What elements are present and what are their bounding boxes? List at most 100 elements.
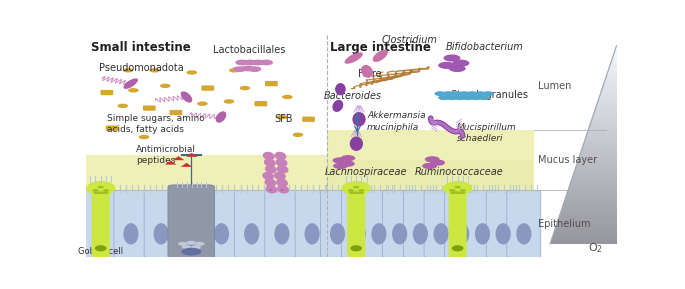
Bar — [327, 130, 534, 190]
Circle shape — [348, 189, 354, 192]
Ellipse shape — [413, 223, 428, 244]
Circle shape — [247, 66, 262, 72]
FancyBboxPatch shape — [265, 190, 299, 257]
Ellipse shape — [277, 185, 289, 194]
Polygon shape — [581, 149, 616, 153]
Ellipse shape — [262, 172, 274, 180]
Bar — [327, 160, 534, 190]
Ellipse shape — [86, 181, 115, 195]
Ellipse shape — [277, 165, 288, 173]
Text: Mucispirillum
schaedleri: Mucispirillum schaedleri — [457, 123, 517, 143]
Ellipse shape — [332, 100, 343, 112]
Circle shape — [454, 95, 466, 100]
Circle shape — [103, 189, 109, 192]
Polygon shape — [602, 86, 616, 89]
Text: Akkermansia
muciniphila: Akkermansia muciniphila — [367, 112, 425, 131]
FancyBboxPatch shape — [169, 110, 182, 115]
Circle shape — [251, 60, 265, 65]
Ellipse shape — [274, 223, 290, 244]
Circle shape — [128, 88, 138, 92]
FancyBboxPatch shape — [174, 190, 208, 257]
Ellipse shape — [345, 52, 363, 64]
Polygon shape — [554, 228, 616, 232]
Polygon shape — [614, 50, 616, 54]
Circle shape — [123, 68, 134, 73]
Polygon shape — [598, 97, 616, 101]
Circle shape — [438, 62, 455, 69]
Circle shape — [197, 101, 208, 106]
Polygon shape — [605, 77, 616, 81]
Circle shape — [449, 189, 456, 192]
Circle shape — [454, 191, 461, 194]
Ellipse shape — [274, 172, 286, 180]
Circle shape — [358, 191, 364, 194]
Polygon shape — [570, 181, 616, 184]
Circle shape — [240, 66, 254, 71]
Circle shape — [340, 155, 356, 161]
FancyBboxPatch shape — [105, 125, 119, 131]
Circle shape — [186, 70, 197, 75]
Circle shape — [333, 163, 348, 169]
FancyBboxPatch shape — [265, 81, 278, 86]
Ellipse shape — [263, 152, 275, 160]
Circle shape — [92, 189, 99, 192]
Polygon shape — [553, 232, 616, 236]
Polygon shape — [564, 196, 616, 200]
Text: Bacteroides: Bacteroides — [323, 91, 382, 101]
Polygon shape — [610, 62, 616, 66]
Circle shape — [223, 99, 234, 104]
Circle shape — [138, 135, 149, 139]
Text: O$_2$: O$_2$ — [588, 241, 603, 255]
Ellipse shape — [350, 245, 362, 251]
FancyBboxPatch shape — [201, 86, 214, 91]
Ellipse shape — [475, 223, 490, 244]
Circle shape — [462, 95, 474, 100]
FancyBboxPatch shape — [114, 190, 148, 257]
FancyBboxPatch shape — [101, 90, 113, 95]
Polygon shape — [569, 184, 616, 188]
Circle shape — [353, 191, 360, 194]
Ellipse shape — [264, 179, 276, 187]
Circle shape — [149, 68, 160, 73]
Circle shape — [453, 60, 469, 67]
Circle shape — [449, 65, 466, 72]
FancyBboxPatch shape — [144, 190, 178, 257]
Polygon shape — [594, 109, 616, 113]
Circle shape — [434, 91, 446, 96]
Polygon shape — [585, 137, 616, 141]
Circle shape — [482, 91, 494, 96]
Ellipse shape — [93, 223, 108, 244]
Circle shape — [182, 245, 191, 249]
Circle shape — [277, 115, 287, 119]
Polygon shape — [586, 133, 616, 137]
Polygon shape — [563, 200, 616, 204]
Circle shape — [450, 91, 462, 96]
Circle shape — [460, 189, 466, 192]
Text: Simple sugars, amino
acids, fatty acids: Simple sugars, amino acids, fatty acids — [107, 114, 205, 134]
Polygon shape — [575, 165, 616, 168]
Polygon shape — [567, 188, 616, 192]
Polygon shape — [562, 204, 616, 208]
Ellipse shape — [371, 223, 386, 244]
Ellipse shape — [373, 50, 388, 62]
Text: Lactobacillales: Lactobacillales — [213, 45, 286, 55]
Ellipse shape — [452, 245, 464, 251]
Polygon shape — [601, 89, 616, 93]
Polygon shape — [186, 153, 198, 157]
Polygon shape — [587, 129, 616, 133]
Circle shape — [474, 91, 486, 96]
Polygon shape — [593, 113, 616, 117]
FancyBboxPatch shape — [403, 190, 437, 257]
Polygon shape — [551, 236, 616, 240]
Ellipse shape — [495, 223, 511, 244]
Text: Bifidobacterium: Bifidobacterium — [445, 42, 523, 53]
FancyBboxPatch shape — [486, 190, 520, 257]
Circle shape — [466, 91, 478, 96]
FancyBboxPatch shape — [424, 190, 458, 257]
Circle shape — [186, 241, 196, 245]
FancyBboxPatch shape — [295, 190, 329, 257]
Polygon shape — [611, 58, 616, 62]
Polygon shape — [181, 163, 192, 167]
Ellipse shape — [392, 223, 407, 244]
Polygon shape — [584, 141, 616, 145]
